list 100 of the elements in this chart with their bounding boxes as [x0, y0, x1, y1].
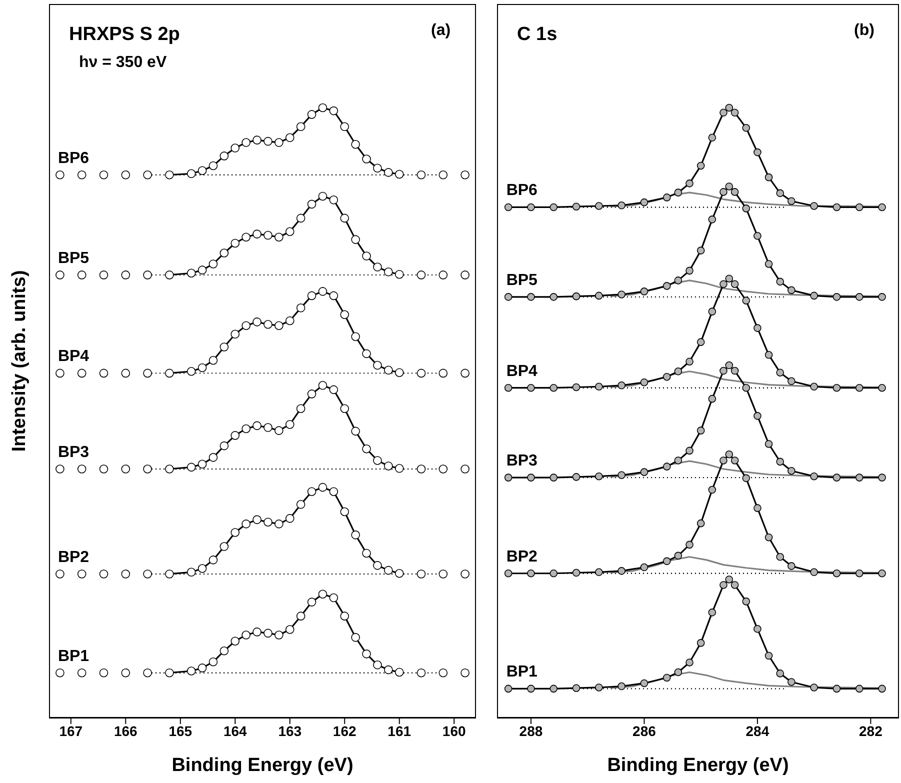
- series-label: BP3: [58, 444, 90, 462]
- point: [730, 188, 739, 196]
- point: [186, 568, 196, 577]
- point: [329, 291, 338, 300]
- point: [832, 293, 841, 301]
- point: [384, 168, 393, 177]
- point: [220, 646, 229, 656]
- point: [220, 441, 229, 450]
- point: [373, 262, 382, 272]
- point: [832, 569, 841, 578]
- point: [307, 110, 316, 119]
- point: [362, 154, 371, 164]
- point: [572, 292, 580, 300]
- point: [696, 639, 705, 647]
- point: [208, 453, 218, 462]
- point: [230, 528, 240, 537]
- point: [351, 332, 360, 341]
- point: [742, 598, 750, 606]
- series-label: BP2: [506, 548, 538, 566]
- point: [776, 670, 784, 678]
- point: [788, 562, 796, 570]
- point: [550, 474, 558, 482]
- text: hν = 350 eV: [79, 54, 167, 72]
- point: [788, 286, 796, 294]
- point: [754, 232, 762, 240]
- point: [351, 633, 360, 642]
- point: [220, 342, 229, 352]
- point: [725, 274, 734, 283]
- point: [878, 684, 886, 693]
- point: [686, 358, 694, 366]
- point: [742, 474, 750, 482]
- point: [764, 652, 773, 660]
- point: [186, 666, 196, 676]
- point: [674, 456, 682, 464]
- point: [708, 394, 716, 403]
- point: [810, 382, 818, 391]
- point: [143, 170, 152, 180]
- point: [725, 182, 734, 190]
- point: [208, 657, 218, 666]
- point: [373, 360, 382, 370]
- point: [686, 540, 694, 549]
- point: [527, 569, 535, 578]
- x-tick-label: 160: [442, 722, 466, 739]
- x-tick-label: 288: [519, 722, 543, 739]
- point: [438, 270, 448, 280]
- point: [696, 519, 705, 528]
- point: [878, 293, 886, 301]
- point: [99, 368, 108, 378]
- point: [77, 270, 86, 280]
- point: [318, 482, 328, 492]
- point: [595, 568, 603, 576]
- point: [686, 446, 694, 455]
- y-axis-title: Intensity (arb. units): [9, 270, 31, 452]
- point: [230, 144, 240, 152]
- point: [730, 456, 739, 464]
- point: [394, 668, 404, 677]
- point: [340, 122, 350, 132]
- point: [618, 382, 626, 390]
- point: [307, 291, 316, 300]
- point: [662, 282, 671, 290]
- series-label: BP5: [58, 250, 90, 267]
- point: [686, 658, 694, 666]
- point: [696, 338, 705, 346]
- point: [165, 368, 174, 378]
- point: [832, 684, 841, 693]
- point: [252, 136, 262, 144]
- series-label: BP4: [58, 348, 90, 366]
- point: [550, 384, 558, 392]
- point: [274, 321, 284, 330]
- point: [351, 235, 360, 244]
- point: [686, 266, 694, 275]
- point: [618, 290, 626, 298]
- point: [764, 260, 773, 268]
- point: [595, 202, 603, 210]
- point: [198, 166, 207, 175]
- point: [285, 420, 294, 429]
- point: [307, 487, 316, 496]
- point: [742, 296, 750, 304]
- point: [438, 464, 448, 474]
- point: [720, 456, 728, 464]
- point: [438, 368, 448, 378]
- point: [373, 164, 382, 173]
- point: [230, 330, 240, 339]
- point: [264, 320, 272, 329]
- point: [329, 487, 338, 496]
- x-axis-title: Binding Energy (eV): [170, 755, 354, 777]
- point: [662, 372, 671, 381]
- x-tick-label: 162: [332, 722, 357, 739]
- point: [754, 504, 762, 512]
- point: [754, 148, 762, 156]
- point: [504, 474, 512, 482]
- point: [340, 310, 350, 320]
- point: [708, 134, 716, 142]
- point: [640, 563, 648, 572]
- point: [318, 103, 328, 112]
- point: [662, 557, 671, 566]
- point: [394, 368, 404, 377]
- point: [264, 136, 272, 146]
- point: [776, 189, 784, 198]
- x-tick-label: 282: [859, 722, 883, 739]
